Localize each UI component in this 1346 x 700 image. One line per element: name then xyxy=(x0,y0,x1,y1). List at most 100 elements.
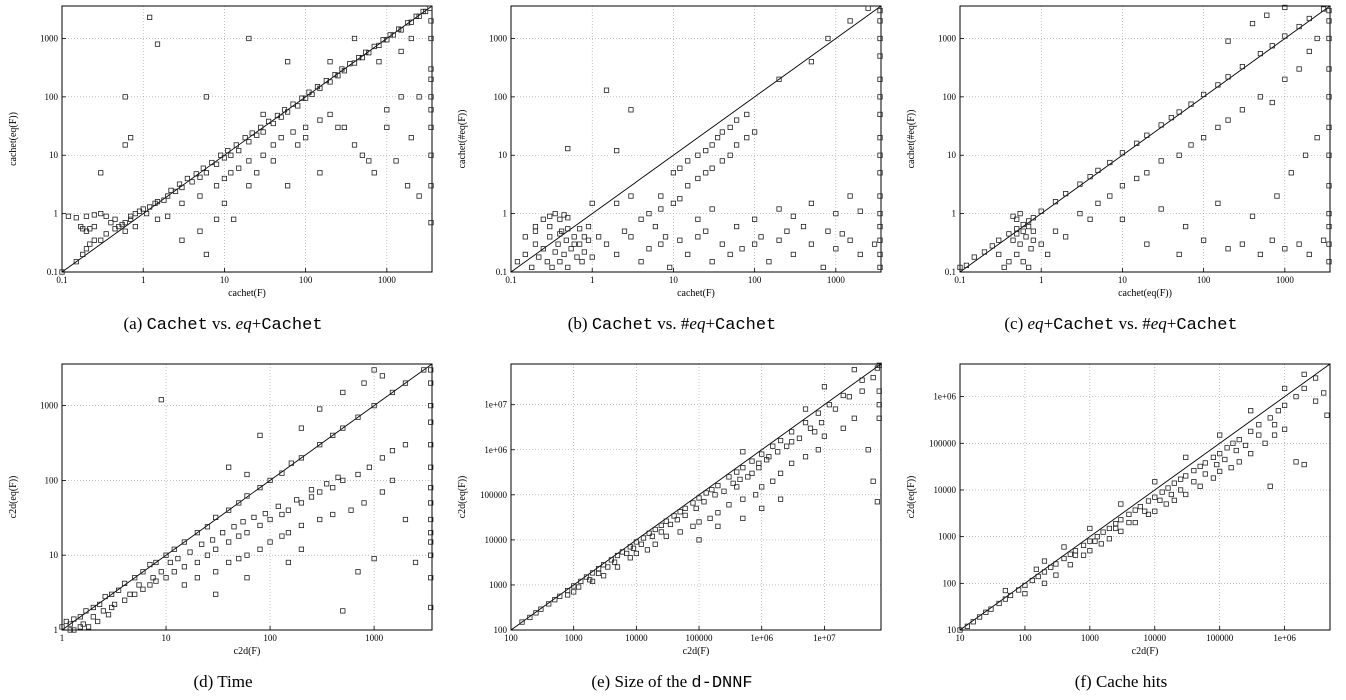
data-point xyxy=(859,388,865,394)
plot-frame xyxy=(61,5,433,273)
data-point xyxy=(1159,489,1165,495)
data-point xyxy=(1264,12,1270,18)
data-point xyxy=(777,470,784,476)
data-point xyxy=(295,103,301,109)
data-point xyxy=(1048,564,1054,570)
data-point xyxy=(709,206,715,212)
data-point xyxy=(1274,193,1280,199)
data-point xyxy=(71,616,77,622)
data-point xyxy=(1288,170,1294,176)
data-point xyxy=(522,234,528,240)
data-point xyxy=(802,454,809,460)
data-point xyxy=(260,129,266,135)
data-point xyxy=(603,241,610,247)
data-point xyxy=(695,175,701,182)
data-point xyxy=(766,259,772,265)
data-point xyxy=(1026,218,1032,224)
data-point xyxy=(1020,221,1026,228)
data-point xyxy=(154,216,161,222)
data-point xyxy=(1020,228,1026,234)
y-tick-label: 10 xyxy=(947,625,957,635)
data-point xyxy=(83,246,90,252)
data-point xyxy=(1006,231,1012,237)
data-point xyxy=(428,552,434,558)
data-point xyxy=(1080,542,1087,548)
data-point xyxy=(153,578,159,584)
data-point xyxy=(213,514,219,521)
data-point xyxy=(1183,454,1189,460)
data-point xyxy=(646,211,652,217)
data-point xyxy=(1293,394,1299,400)
data-point xyxy=(132,211,138,217)
data-point xyxy=(1201,237,1207,243)
data-point xyxy=(1324,412,1330,418)
data-point xyxy=(1282,76,1288,82)
data-point xyxy=(812,429,818,435)
data-point xyxy=(330,485,336,491)
caption-text: Cachet xyxy=(146,316,208,335)
data-point xyxy=(122,228,128,234)
data-point xyxy=(194,559,200,566)
data-point xyxy=(865,5,871,11)
data-point xyxy=(427,5,433,11)
data-point xyxy=(279,511,285,518)
data-point xyxy=(220,530,226,536)
data-point xyxy=(589,254,595,260)
data-point xyxy=(226,539,232,545)
data-point xyxy=(1248,428,1254,434)
data-point xyxy=(221,200,228,206)
data-point xyxy=(209,159,215,166)
data-point xyxy=(1233,447,1239,454)
data-point xyxy=(630,545,637,551)
data-point xyxy=(744,135,750,141)
data-point xyxy=(876,402,882,408)
data-point xyxy=(846,394,852,400)
data-point xyxy=(789,439,795,445)
data-point xyxy=(1256,432,1262,438)
data-point xyxy=(416,13,422,19)
data-point xyxy=(1197,463,1203,469)
x-tick-label: 1000 xyxy=(365,633,384,643)
data-point xyxy=(1249,213,1256,219)
caption-text: + xyxy=(1166,314,1177,333)
data-point xyxy=(1038,208,1044,214)
data-point xyxy=(1262,440,1268,446)
data-point xyxy=(1087,174,1093,180)
data-point xyxy=(847,237,853,243)
data-point xyxy=(712,492,718,498)
data-point xyxy=(522,251,528,258)
y-tick-label: 0.1 xyxy=(47,267,58,277)
data-point xyxy=(667,264,673,270)
data-point xyxy=(1282,33,1288,39)
data-point xyxy=(428,152,434,158)
data-point xyxy=(565,592,571,598)
x-tick-label: 10 xyxy=(669,275,679,285)
data-point xyxy=(294,497,300,503)
data-point xyxy=(361,380,367,386)
data-point xyxy=(587,577,593,583)
data-point xyxy=(677,509,683,515)
y-tick-label: 1 xyxy=(54,625,59,635)
data-point xyxy=(563,237,569,243)
data-point xyxy=(1067,562,1073,568)
data-point xyxy=(1118,517,1124,523)
data-point xyxy=(379,373,385,379)
data-point xyxy=(428,76,434,82)
data-point xyxy=(428,35,434,42)
y-tick-label: 100000 xyxy=(929,438,957,448)
data-point xyxy=(327,79,333,85)
data-point xyxy=(1176,152,1182,158)
y-tick-label: 0.1 xyxy=(496,267,507,277)
data-point xyxy=(299,95,305,101)
data-point xyxy=(122,597,128,603)
data-point xyxy=(1236,437,1242,443)
data-point xyxy=(1296,241,1302,247)
data-point xyxy=(576,584,582,590)
data-point xyxy=(393,158,399,164)
data-point xyxy=(128,135,134,141)
data-point xyxy=(1118,528,1124,534)
data-point xyxy=(734,117,740,123)
data-point xyxy=(658,241,664,247)
data-point xyxy=(624,550,630,557)
x-axis-label: c2d(F) xyxy=(683,646,710,657)
